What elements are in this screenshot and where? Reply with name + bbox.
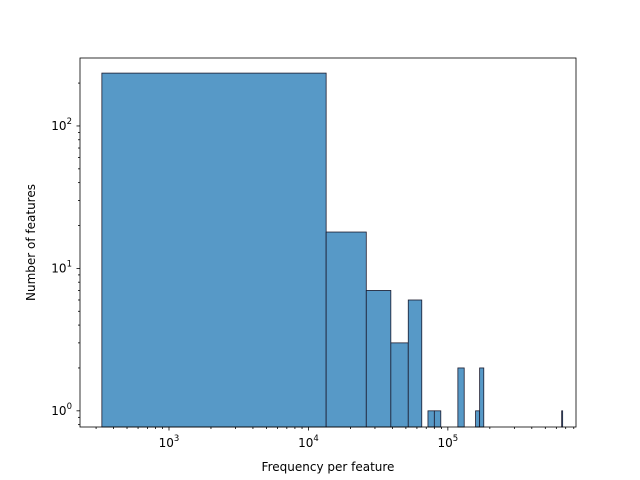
histogram-bar-8 (475, 410, 481, 428)
plot-frame (79, 57, 577, 428)
histogram-bar-1 (325, 231, 367, 428)
histogram-bar-5 (427, 410, 435, 428)
histogram-bar-7 (457, 367, 465, 428)
histogram-bar-9 (479, 367, 485, 428)
x-tick-label: 104 (298, 434, 319, 450)
x-tick-label: 103 (159, 434, 180, 450)
y-axis-label: Number of features (24, 184, 38, 301)
y-tick-label: 100 (51, 402, 72, 418)
bars-group (101, 72, 564, 428)
x-axis-label: Frequency per feature (262, 460, 395, 474)
histogram-bar-0 (101, 72, 327, 428)
y-tick-label: 101 (51, 259, 72, 275)
x-tick-label: 105 (438, 434, 459, 450)
histogram-bar-3 (390, 342, 409, 428)
y-axis-ticks: 100 101 102 (51, 82, 80, 426)
histogram-bar-6 (433, 410, 442, 428)
histogram-bar-4 (407, 299, 423, 428)
x-axis-ticks: 103 104 105 (95, 427, 575, 450)
histogram-bar-2 (365, 290, 392, 428)
y-tick-label: 102 (51, 117, 72, 133)
histogram-bar-10 (561, 410, 564, 428)
